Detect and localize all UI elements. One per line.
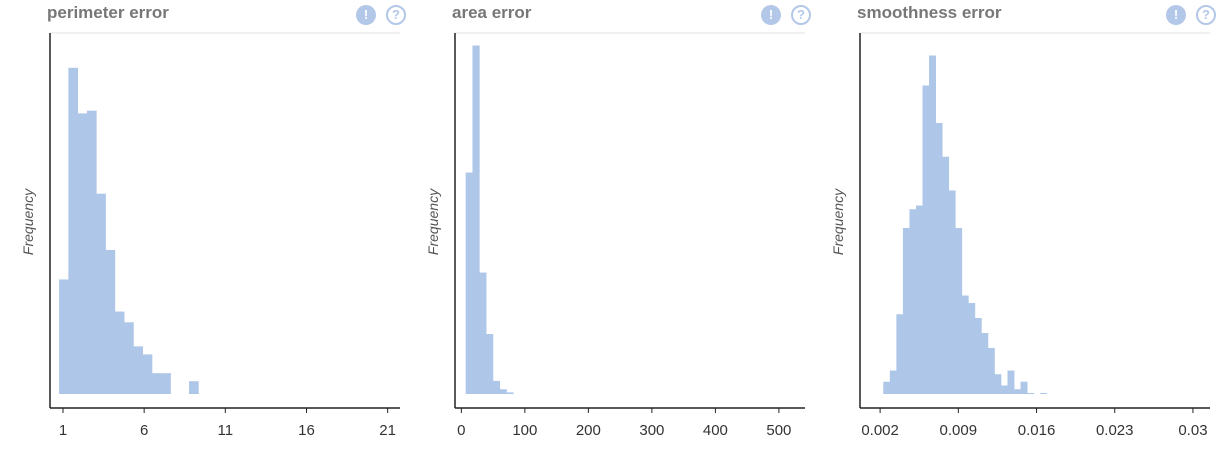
- histogram-bar: [968, 303, 976, 394]
- x-tick-label: 0.03: [1178, 422, 1207, 439]
- bars: [465, 45, 514, 395]
- histogram-bar: [896, 314, 904, 394]
- histogram-bar: [922, 85, 930, 394]
- histogram-bar: [189, 381, 199, 394]
- plot-frame: [454, 32, 805, 409]
- histogram-bar: [915, 205, 923, 394]
- x-tick-label: 0: [457, 422, 465, 439]
- histogram-bar: [86, 110, 97, 395]
- x-tick-label: 0.009: [940, 422, 978, 439]
- chart-panel-smoothness-error: smoothness error ! ? Frequency 0.002 0.00…: [810, 0, 1216, 449]
- exclamation-circle-icon[interactable]: !: [761, 5, 781, 25]
- x-tick-label: 6: [140, 422, 148, 439]
- histogram-bar: [105, 249, 116, 394]
- histogram-bar: [472, 45, 480, 394]
- question-circle-icon[interactable]: ?: [1196, 5, 1216, 25]
- question-circle-icon[interactable]: ?: [386, 5, 406, 25]
- histogram-bar: [1007, 370, 1015, 394]
- histogram-bar: [987, 348, 995, 394]
- bars: [883, 55, 1048, 394]
- x-tick-label: 0.023: [1096, 422, 1134, 439]
- histogram-bar: [68, 67, 79, 394]
- bars: [59, 67, 199, 395]
- histogram-bar: [994, 374, 1002, 394]
- histogram-perimeter-error: 1 6 11 16 21: [49, 32, 400, 439]
- histogram-bar: [96, 193, 106, 394]
- histogram-bar: [59, 279, 69, 394]
- x-tick-label: 0.002: [861, 422, 899, 439]
- histogram-bar: [506, 392, 514, 395]
- chart-panel-area-error: area error ! ? Frequency 0 100 200 300 400 50…: [405, 0, 811, 449]
- chart-panel-perimeter-error: perimeter error ! ? Frequency 1 6 11 16 21: [0, 0, 406, 449]
- histogram-area-error: 0 100 200 300 400 500: [454, 32, 805, 439]
- histogram-bar: [479, 272, 487, 394]
- histogram-bar: [151, 373, 162, 394]
- x-tick-label: 11: [218, 422, 234, 439]
- exclamation-circle-icon[interactable]: !: [1166, 5, 1186, 25]
- histogram-bar: [909, 209, 917, 394]
- x-tick-label: 16: [298, 422, 315, 439]
- histogram-bar: [486, 334, 494, 394]
- histogram-bar: [935, 123, 943, 394]
- histogram-bar: [955, 228, 963, 394]
- x-tick-label: 500: [766, 422, 791, 439]
- histogram-bar: [77, 113, 88, 395]
- histogram-bar: [161, 373, 171, 394]
- histogram-bar: [142, 354, 153, 394]
- histogram-bar: [1020, 381, 1028, 394]
- histogram-bar: [902, 228, 910, 394]
- histogram-bar: [929, 55, 936, 394]
- histogram-bar: [133, 346, 144, 394]
- histogram-smoothness-error: 0.002 0.009 0.016 0.023 0.03: [859, 32, 1210, 439]
- x-tick-label: 400: [703, 422, 728, 439]
- x-tick-label: 0.016: [1018, 422, 1056, 439]
- question-circle-icon[interactable]: ?: [791, 5, 811, 25]
- histogram-bar: [981, 333, 989, 394]
- histogram-bar: [1040, 393, 1048, 394]
- x-tick-label: 300: [639, 422, 664, 439]
- histogram-bar: [942, 156, 950, 394]
- histogram-bar: [948, 190, 956, 394]
- histogram-bar: [961, 295, 969, 394]
- x-tick-label: 100: [512, 422, 537, 439]
- x-tick-label: 1: [59, 422, 67, 439]
- x-tick-label: 21: [379, 422, 396, 439]
- exclamation-circle-icon[interactable]: !: [356, 5, 376, 25]
- histogram-bar: [465, 172, 473, 394]
- histogram-bar: [114, 311, 125, 394]
- chart-title: area error: [452, 3, 532, 22]
- histogram-bar: [1027, 393, 1035, 394]
- x-tick-label: 200: [576, 422, 601, 439]
- histogram-bar: [1014, 389, 1021, 394]
- histogram-bar: [883, 381, 891, 394]
- chart-title: perimeter error: [47, 3, 169, 22]
- histogram-bar: [974, 318, 982, 394]
- histogram-bar: [1000, 385, 1008, 394]
- histogram-bar: [492, 380, 501, 394]
- histogram-bar: [499, 389, 507, 394]
- histogram-bar: [124, 322, 134, 394]
- chart-title: smoothness error: [857, 3, 1002, 22]
- histogram-bar: [889, 370, 897, 394]
